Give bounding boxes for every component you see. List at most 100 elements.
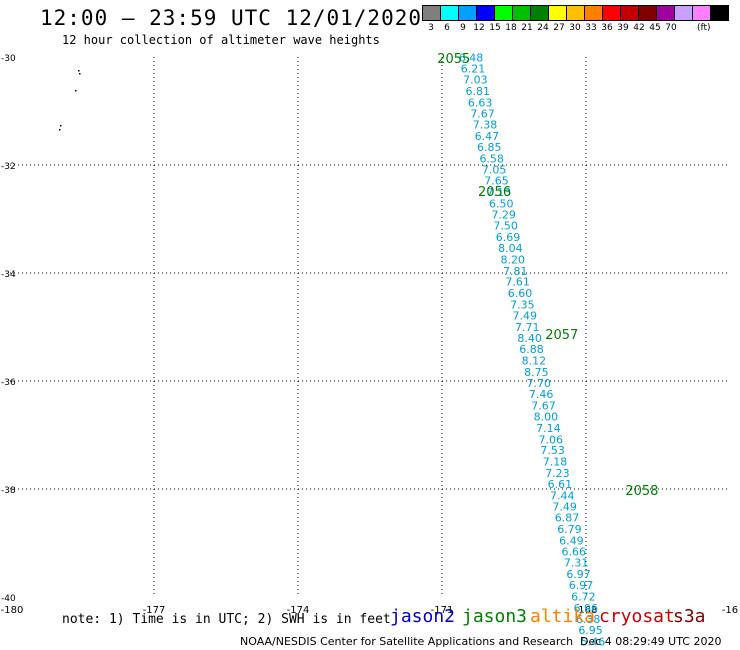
- wave-height-label: 6.49: [559, 534, 584, 547]
- wave-height-label: 7.49: [552, 500, 577, 513]
- wave-height-label: 7.81: [503, 265, 527, 278]
- wave-height-label: 8.00: [534, 411, 559, 424]
- color-scale-label: 45: [649, 23, 661, 33]
- color-scale-unit: (ft): [697, 23, 711, 33]
- wave-height-label: 8.40: [517, 332, 542, 345]
- wave-height-label: 7.06: [538, 433, 563, 446]
- wave-height-label: 8.12: [522, 354, 547, 367]
- wave-height-label: 7.61: [505, 276, 530, 289]
- color-scale-label: 9: [460, 23, 466, 33]
- satellite-altika: altika: [530, 606, 596, 627]
- wave-height-label: 5.46: [581, 635, 606, 648]
- color-swatch: [710, 5, 729, 21]
- land-speck: [78, 70, 80, 72]
- wave-height-label: 6.85: [477, 141, 502, 154]
- color-scale-label: 21: [521, 23, 533, 33]
- color-scale-label: 70: [665, 23, 677, 33]
- color-scale-legend: 3 6 9 12 15 18 21 24 27 30 33 36 39 42 45 70 (ft): [422, 5, 729, 33]
- wave-height-label: 6.21: [461, 62, 486, 75]
- y-tick-label: -32: [1, 162, 16, 172]
- wave-height-label: 7.70: [526, 377, 551, 390]
- x-tick-label: -168: [575, 605, 598, 616]
- wave-height-label: 7.67: [531, 399, 556, 412]
- footer-credit: NOAA/NESDIS Center for Satellite Applica…: [240, 635, 574, 648]
- wave-height-label: 7.67: [470, 108, 495, 121]
- wave-height-label: 6.50: [489, 197, 514, 210]
- wave-height-label: 6.97: [569, 579, 594, 592]
- page-title: 12:00 – 23:59 UTC 12/01/2020: [40, 6, 423, 30]
- wave-height-label: 7.23: [545, 467, 570, 480]
- wave-height-label: 7.65: [484, 175, 509, 188]
- satellite-jason3: jason3: [462, 606, 528, 627]
- color-scale-label: 6: [444, 23, 450, 33]
- satellite-jason2: jason2: [390, 606, 456, 627]
- wave-height-label: 7.03: [463, 74, 488, 87]
- color-scale-label: 18: [505, 23, 517, 33]
- wave-height-label: 7.38: [473, 119, 498, 132]
- wave-height-label: 6.72: [571, 590, 596, 603]
- footer-timestamp: Dec 4 08:29:49 UTC 2020: [580, 635, 722, 648]
- wave-height-label: 6.60: [508, 287, 533, 300]
- land-speck: [75, 90, 77, 92]
- wave-height-label: 6.96: [574, 602, 599, 615]
- x-tick-label: -180: [1, 605, 24, 616]
- color-scale-label: 3: [428, 23, 434, 33]
- wave-height-label: 6.87: [555, 512, 580, 525]
- color-scale-label: 42: [633, 23, 645, 33]
- wave-height-label: 7.05: [482, 163, 507, 176]
- wave-height-label: 7.13: [487, 186, 512, 199]
- wave-height-label: 6.69: [496, 231, 521, 244]
- wave-height-label: 6.63: [468, 96, 493, 109]
- wave-height-label: 7.50: [493, 219, 518, 232]
- wave-height-label: 8.75: [524, 366, 549, 379]
- wave-height-label: 6.47: [475, 130, 500, 143]
- time-label: 2058: [625, 484, 658, 499]
- color-scale-label: 12: [473, 23, 485, 33]
- y-tick-label: -40: [1, 594, 16, 604]
- page-subtitle: 12 hour collection of altimeter wave hei…: [62, 33, 380, 47]
- time-label: 2056: [478, 185, 511, 200]
- x-tick-label: -174: [287, 605, 310, 616]
- wave-height-label: 7.14: [536, 422, 561, 435]
- x-tick-label: -16: [722, 605, 738, 616]
- color-scale-label: 24: [537, 23, 549, 33]
- color-scale-label: 33: [585, 23, 597, 33]
- wave-height-label: 7.29: [491, 209, 516, 222]
- color-scale-label: 27: [553, 23, 565, 33]
- satellite-s3a: s3a: [673, 606, 706, 627]
- land-speck: [79, 73, 81, 75]
- time-label: 2057: [545, 328, 578, 343]
- satellite-cryosat: cryosat: [599, 606, 675, 627]
- color-scale-label: 39: [617, 23, 629, 33]
- land-speck: [60, 125, 62, 127]
- note-text: note: 1) Time is in UTC; 2) SWH is in fe…: [62, 612, 391, 627]
- wave-height-label: 6.97: [566, 568, 591, 581]
- wave-height-label: 7.49: [513, 310, 538, 323]
- wave-height-label: 6.79: [557, 523, 582, 536]
- wave-height-label: 8.20: [501, 254, 526, 267]
- color-scale-label: 36: [601, 23, 613, 33]
- wave-height-label: 6.38: [576, 613, 601, 626]
- color-scale-label: 15: [489, 23, 501, 33]
- wave-height-label: 7.31: [564, 556, 589, 569]
- wave-height-label: 7.44: [550, 489, 575, 502]
- wave-height-label: 6.61: [548, 478, 573, 491]
- wave-height-label: 8.04: [498, 242, 523, 255]
- x-tick-label: -171: [431, 605, 454, 616]
- wave-height-label: 6.88: [519, 343, 544, 356]
- wave-height-label: 6.81: [466, 85, 491, 98]
- y-tick-label: -30: [1, 54, 16, 64]
- x-tick-label: -177: [143, 605, 166, 616]
- wave-height-label: 6.66: [562, 546, 587, 559]
- land-speck: [59, 129, 61, 131]
- color-scale-swatches: [422, 5, 729, 21]
- time-label: 2055: [437, 52, 470, 67]
- wave-height-label: 7.46: [529, 388, 554, 401]
- y-tick-label: -36: [1, 378, 16, 388]
- wave-height-label: 7.53: [540, 444, 565, 457]
- color-scale-label: 30: [569, 23, 581, 33]
- color-scale-labels: 3 6 9 12 15 18 21 24 27 30 33 36 39 42 45 70 (ft): [423, 23, 729, 33]
- wave-height-label: 6.95: [578, 624, 603, 637]
- wave-height-label: 6.48: [459, 52, 484, 65]
